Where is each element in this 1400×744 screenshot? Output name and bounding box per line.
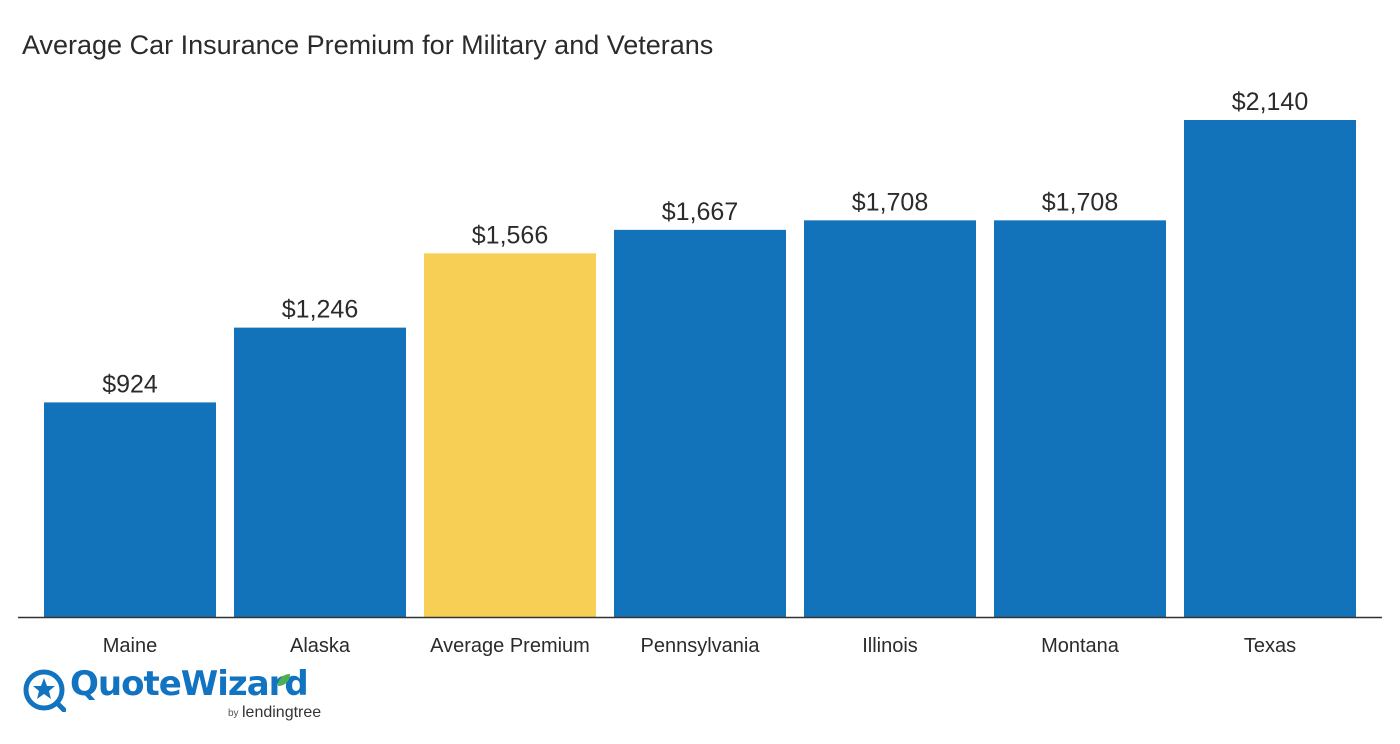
quotewizard-logo: QuoteWizard by lendingtree [22, 664, 352, 728]
bar-value-label: $2,140 [1232, 88, 1308, 116]
labels-group: $924 Maine $1,246 Alaska $1,566 Average Premi… [102, 88, 1308, 657]
category-label: Texas [1244, 635, 1296, 657]
bars-group [44, 120, 1356, 617]
category-label: Pennsylvania [641, 635, 761, 657]
bar-value-label: $924 [102, 370, 158, 398]
category-label: Alaska [290, 635, 351, 657]
bar-maine [44, 402, 216, 617]
bar-texas [1184, 120, 1356, 617]
category-label: Average Premium [430, 635, 590, 657]
brand-by-text: by [228, 708, 239, 719]
bar-value-label: $1,708 [1042, 188, 1118, 216]
brand-name: QuoteWizard [70, 664, 309, 704]
quotewizard-star-icon [23, 669, 66, 712]
bar-pennsylvania [614, 229, 786, 617]
chart-title: Average Car Insurance Premium for Milita… [22, 30, 714, 60]
category-label: Illinois [862, 635, 918, 657]
bar-value-label: $1,566 [472, 221, 548, 249]
bar-montana [994, 220, 1166, 617]
category-label: Maine [103, 635, 157, 657]
category-label: Montana [1041, 635, 1120, 657]
bar-value-label: $1,246 [282, 296, 358, 324]
bar-illinois [804, 220, 976, 617]
bar-value-label: $1,708 [852, 188, 928, 216]
brand-parent: lendingtree [242, 704, 322, 721]
bar-value-label: $1,667 [662, 198, 738, 226]
bar-alaska [234, 327, 406, 617]
bar-average-premium [424, 253, 596, 617]
leaf-icon [278, 674, 290, 686]
